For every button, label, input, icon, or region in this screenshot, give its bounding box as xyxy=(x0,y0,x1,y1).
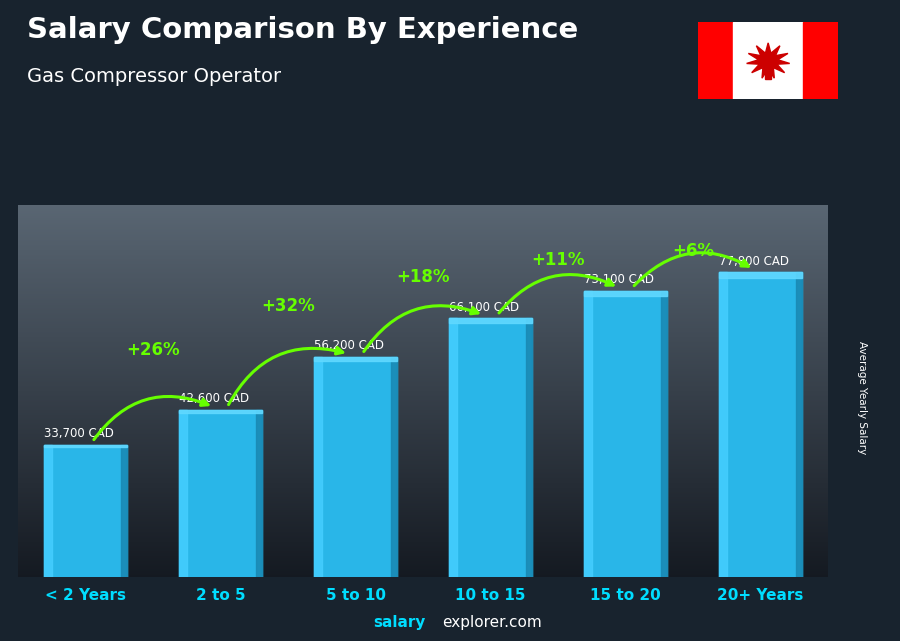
Polygon shape xyxy=(747,43,789,78)
Bar xyxy=(583,291,667,296)
Bar xyxy=(661,291,668,577)
Text: +11%: +11% xyxy=(531,251,585,269)
Bar xyxy=(448,318,533,577)
Text: +26%: +26% xyxy=(126,340,180,358)
Bar xyxy=(391,357,398,577)
Text: 42,600 CAD: 42,600 CAD xyxy=(179,392,248,406)
Bar xyxy=(796,272,803,577)
Text: Gas Compressor Operator: Gas Compressor Operator xyxy=(27,67,281,87)
Text: 33,700 CAD: 33,700 CAD xyxy=(44,428,113,440)
Bar xyxy=(448,318,457,577)
Text: +6%: +6% xyxy=(672,242,714,260)
Bar xyxy=(448,318,533,323)
Bar xyxy=(256,410,263,577)
Bar xyxy=(178,410,263,577)
Bar xyxy=(43,445,128,577)
Bar xyxy=(313,357,322,577)
Bar xyxy=(698,22,733,99)
Text: Salary Comparison By Experience: Salary Comparison By Experience xyxy=(27,16,578,44)
Bar xyxy=(803,22,838,99)
Text: explorer.com: explorer.com xyxy=(442,615,542,630)
Text: 73,100 CAD: 73,100 CAD xyxy=(584,273,653,286)
Bar xyxy=(43,445,128,447)
Text: 77,800 CAD: 77,800 CAD xyxy=(719,254,788,268)
Text: +18%: +18% xyxy=(396,268,450,286)
Bar xyxy=(526,318,533,577)
Text: Average Yearly Salary: Average Yearly Salary xyxy=(857,341,868,454)
Text: 66,100 CAD: 66,100 CAD xyxy=(449,301,518,313)
Bar xyxy=(178,410,187,577)
Polygon shape xyxy=(765,70,771,79)
Bar xyxy=(313,357,398,577)
Bar xyxy=(719,272,803,577)
Text: 56,200 CAD: 56,200 CAD xyxy=(314,339,383,353)
Bar xyxy=(734,22,803,99)
Bar xyxy=(121,445,128,577)
Bar xyxy=(719,272,727,577)
Bar xyxy=(583,291,667,577)
Bar xyxy=(43,445,52,577)
FancyBboxPatch shape xyxy=(696,21,841,101)
Text: salary: salary xyxy=(374,615,426,630)
Bar xyxy=(178,410,263,413)
Bar xyxy=(583,291,592,577)
Bar xyxy=(313,357,398,361)
Bar xyxy=(719,272,803,278)
Text: +32%: +32% xyxy=(261,297,315,315)
